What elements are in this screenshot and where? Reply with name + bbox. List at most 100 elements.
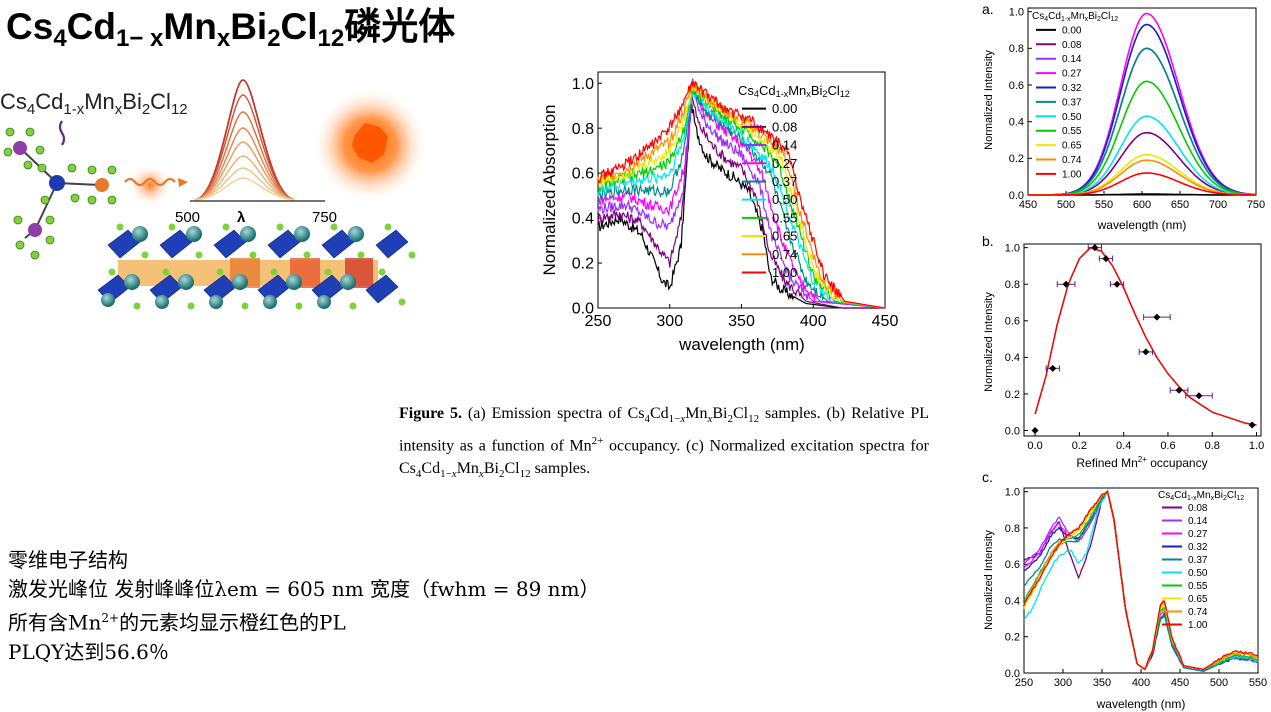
x-axis-label: Refined Mn2+ occupancy bbox=[1076, 455, 1207, 470]
formula-label: Cs4Cd1-xMnxBi2Cl12 bbox=[0, 89, 188, 118]
y-tick-label: 0.6 bbox=[572, 166, 594, 183]
y-tick-label: 1.0 bbox=[572, 76, 594, 93]
x-tick-label: 300 bbox=[1054, 677, 1072, 689]
x-tick-label: 0.6 bbox=[1160, 440, 1175, 452]
excitation-series-line bbox=[1023, 490, 1259, 672]
absorption-series-line bbox=[597, 81, 886, 309]
data-point bbox=[1153, 313, 1161, 321]
excitation-series-line bbox=[1023, 491, 1259, 671]
legend-label: 0.55 bbox=[1188, 581, 1208, 592]
x-tick-label: 500 bbox=[1057, 199, 1075, 211]
x-tick-label: 350 bbox=[728, 313, 755, 330]
absorption-series-line bbox=[597, 85, 886, 309]
legend-title: Cs4Cd1-xMnxBi2Cl12 bbox=[1032, 11, 1118, 23]
x-tick-label: 600 bbox=[1133, 199, 1151, 211]
absorption-series-line bbox=[597, 85, 886, 309]
y-tick-label: 0.2 bbox=[572, 256, 594, 273]
slide-title: Cs4Cd1− xMnxBi2Cl12磷光体 bbox=[6, 6, 456, 52]
legend-label: 0.74 bbox=[1188, 607, 1208, 618]
legend-label: 1.00 bbox=[772, 265, 797, 280]
legend-label: 1.00 bbox=[1062, 169, 1082, 180]
legend-label: 0.50 bbox=[1188, 568, 1208, 579]
legend-label: 0.27 bbox=[772, 156, 797, 171]
y-tick-label: 0.6 bbox=[1005, 559, 1020, 571]
emission-illustration: 500 λ 750 bbox=[175, 79, 337, 226]
legend-label: 0.27 bbox=[1062, 69, 1082, 80]
y-tick-label: 0.6 bbox=[1005, 316, 1020, 328]
y-tick-label: 0.4 bbox=[1005, 352, 1020, 364]
legend-label: 0.37 bbox=[772, 174, 797, 189]
x-tick-label: 450 bbox=[1019, 199, 1037, 211]
absorption-series-line bbox=[597, 78, 886, 309]
y-tick-label: 0.2 bbox=[1009, 153, 1024, 165]
x-tick-label: 250 bbox=[585, 313, 612, 330]
absorption-series-line bbox=[597, 80, 886, 309]
absorption-series-line bbox=[597, 94, 885, 309]
y-tick-label: 0.0 bbox=[1009, 190, 1024, 202]
legend-title: Cs4Cd1-xMnxBi2Cl12 bbox=[1158, 490, 1244, 502]
legend-label: 0.00 bbox=[772, 101, 797, 116]
legend-title: Cs4Cd1-xMnxBi2Cl12 bbox=[738, 83, 850, 99]
legend-label: 0.50 bbox=[772, 192, 797, 207]
x-tick-label: 650 bbox=[1171, 199, 1189, 211]
legend-label: 0.00 bbox=[1062, 25, 1082, 36]
y-tick-label: 0.0 bbox=[572, 301, 594, 318]
y-tick-label: 0.6 bbox=[1009, 80, 1024, 92]
lattice-structure bbox=[97, 223, 416, 310]
data-point bbox=[1248, 421, 1256, 429]
y-tick-label: 1.0 bbox=[1005, 243, 1020, 255]
absorption-chart: 250 300 350 400 450 0.0 0.2 0.4 0.6 0.8 1.0 wavelen… bbox=[540, 71, 899, 354]
panel-label: c. bbox=[982, 469, 993, 485]
y-tick-label: 0.2 bbox=[1005, 389, 1020, 401]
slide-notes: 零维电子结构 激发光峰位 发射峰峰位λem = 605 nm 宽度（fwhm =… bbox=[8, 546, 600, 667]
y-axis-label: Normalized Intensity bbox=[983, 50, 995, 150]
illustration-axis-mid: λ bbox=[237, 209, 246, 226]
plot-frame bbox=[1023, 487, 1259, 674]
panel-label: b. bbox=[982, 233, 994, 249]
note-line-2: 激发光峰位 发射峰峰位λem = 605 nm 宽度（fwhm = 89 nm） bbox=[8, 577, 600, 601]
x-tick-label: 750 bbox=[1247, 199, 1265, 211]
y-axis-label: Normalized Intensity bbox=[983, 292, 995, 392]
y-axis-label: Normalized Absorption bbox=[540, 104, 559, 275]
legend-label: 0.74 bbox=[1062, 155, 1082, 166]
x-tick-label: 550 bbox=[1249, 677, 1267, 689]
legend-label: 0.50 bbox=[1062, 112, 1082, 123]
x-tick-label: 450 bbox=[1171, 677, 1189, 689]
y-tick-label: 0.2 bbox=[1005, 632, 1020, 644]
legend-label: 0.55 bbox=[772, 210, 797, 225]
data-point bbox=[1113, 280, 1121, 288]
legend-label: 1.00 bbox=[1188, 620, 1208, 631]
data-point bbox=[1049, 364, 1057, 372]
x-tick-label: 1.0 bbox=[1249, 440, 1264, 452]
x-tick-label: 700 bbox=[1209, 199, 1227, 211]
legend-label: 0.08 bbox=[1188, 503, 1208, 514]
legend-label: 0.14 bbox=[772, 138, 797, 153]
crystal-structure-illustration: Cs4Cd1-xMnxBi2Cl12 500 λ 750 bbox=[0, 79, 428, 310]
x-tick-label: 0.4 bbox=[1116, 440, 1131, 452]
y-axis-label: Normalized Intensity bbox=[983, 530, 995, 630]
emission-series-line bbox=[1028, 172, 1256, 196]
note-line-4: PLQY达到56.6％ bbox=[8, 639, 169, 664]
legend-label: 0.32 bbox=[1188, 542, 1208, 553]
x-tick-label: 400 bbox=[800, 313, 827, 330]
fit-curve bbox=[1034, 246, 1257, 426]
x-tick-label: 400 bbox=[1132, 677, 1150, 689]
legend-label: 0.08 bbox=[772, 119, 797, 134]
note-line-3: 所有含Mn2+的元素均显示橙红色的PL bbox=[8, 610, 346, 635]
x-tick-label: 300 bbox=[656, 313, 683, 330]
y-tick-label: 1.0 bbox=[1009, 7, 1024, 19]
y-tick-label: 1.0 bbox=[1005, 486, 1020, 498]
excitation-series-line bbox=[1023, 491, 1259, 671]
x-axis-label: wavelength (nm) bbox=[1097, 218, 1187, 232]
molecule-cluster bbox=[3, 120, 188, 260]
note-line-1: 零维电子结构 bbox=[8, 548, 128, 572]
excitation-series-line bbox=[1023, 490, 1259, 672]
y-tick-label: 0.8 bbox=[572, 121, 594, 138]
x-tick-label: 0.8 bbox=[1205, 440, 1220, 452]
absorption-series-line bbox=[597, 80, 886, 309]
x-tick-label: 450 bbox=[872, 313, 899, 330]
glowing-crystal-image bbox=[312, 87, 428, 203]
figure-caption: Figure 5. (a) Emission spectra of Cs4Cd1… bbox=[399, 405, 930, 480]
legend-label: 0.08 bbox=[1062, 40, 1082, 51]
legend-label: 0.65 bbox=[1062, 141, 1082, 152]
